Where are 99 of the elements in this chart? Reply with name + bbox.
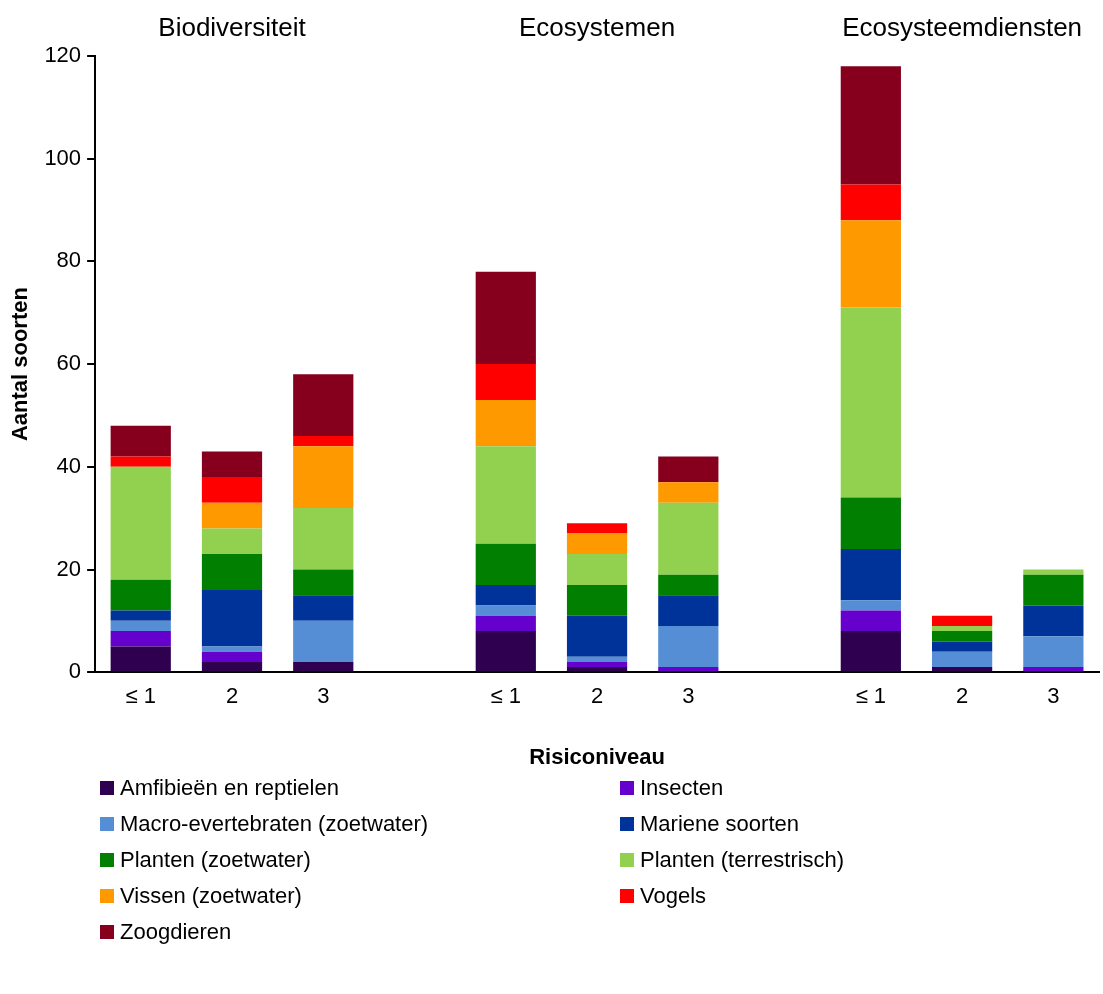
bar xyxy=(293,446,354,508)
bar xyxy=(110,620,171,632)
bar xyxy=(293,661,354,672)
bar xyxy=(110,466,171,580)
x-tick-label: ≤ 1 xyxy=(490,683,521,709)
bar xyxy=(475,584,536,606)
bar xyxy=(658,456,719,483)
y-tick-label: 20 xyxy=(56,555,82,581)
text: Ecosystemen xyxy=(519,12,676,43)
bar xyxy=(110,425,171,457)
bar xyxy=(566,554,628,585)
x-tick-label: 3 xyxy=(317,683,330,709)
bar xyxy=(1023,605,1084,637)
bar xyxy=(293,507,354,570)
bar xyxy=(110,456,171,467)
y-tick-label: 0 xyxy=(68,658,82,684)
bar xyxy=(931,651,993,668)
bar xyxy=(475,271,536,365)
x-tick-label: 2 xyxy=(955,683,969,709)
y-tick-label: 80 xyxy=(56,247,82,273)
bar xyxy=(840,631,901,672)
bar xyxy=(840,307,901,498)
bar xyxy=(566,533,628,555)
bar xyxy=(475,364,536,401)
bar xyxy=(931,625,993,632)
bar xyxy=(931,641,993,652)
bar xyxy=(201,590,263,647)
x-tick-label: 3 xyxy=(1047,683,1060,709)
bar xyxy=(475,605,536,616)
bar xyxy=(658,595,719,626)
bar xyxy=(1023,636,1084,668)
bar xyxy=(931,631,993,642)
bar xyxy=(1023,667,1084,672)
bar xyxy=(931,615,993,626)
bar xyxy=(201,477,263,503)
legend-label: Planten (terrestrisch) xyxy=(640,847,845,873)
legend-label: Macro-evertebraten (zoetwater) xyxy=(120,811,429,837)
legend-label: Zoogdieren xyxy=(120,919,232,945)
bar xyxy=(658,482,719,503)
bar xyxy=(566,667,628,672)
bar xyxy=(201,451,263,478)
y-axis-title: Aantal soorten xyxy=(7,287,33,442)
bar xyxy=(201,651,263,662)
bar xyxy=(658,625,719,668)
bar xyxy=(840,497,901,549)
bar xyxy=(293,569,354,596)
bar xyxy=(840,548,901,601)
legend-label: Vissen (zoetwater) xyxy=(120,883,302,909)
bar xyxy=(293,374,354,436)
text: Ecosysteemdiensten xyxy=(842,12,1083,43)
legend-label: Vogels xyxy=(640,883,707,909)
bar xyxy=(201,646,263,652)
text: Biodiversiteit xyxy=(158,12,307,43)
bar xyxy=(475,631,536,672)
bar xyxy=(931,667,993,672)
legend-label: Planten (zoetwater) xyxy=(120,847,311,873)
bar xyxy=(201,502,263,529)
bar xyxy=(658,574,719,596)
bar xyxy=(566,584,628,616)
bar xyxy=(293,595,354,621)
bar xyxy=(293,620,354,662)
bar xyxy=(840,184,901,221)
bar xyxy=(658,502,719,575)
bar xyxy=(840,220,901,308)
x-tick-label: ≤ 1 xyxy=(125,683,156,709)
bar xyxy=(658,667,719,672)
bar xyxy=(840,600,901,611)
bar xyxy=(110,610,171,621)
bar xyxy=(293,435,354,447)
bar xyxy=(201,554,263,591)
legend-label: Mariene soorten xyxy=(640,811,799,837)
bar xyxy=(110,579,171,611)
bar xyxy=(475,543,536,585)
bar xyxy=(475,615,536,632)
x-tick-label: ≤ 1 xyxy=(855,683,887,709)
y-tick-label: 100 xyxy=(44,144,82,170)
bar xyxy=(475,446,536,544)
x-tick-label: 3 xyxy=(682,683,695,709)
y-tick-label: 60 xyxy=(56,350,82,376)
y-tick-label: 120 xyxy=(44,42,82,68)
legend-label: Insecten xyxy=(640,775,724,801)
x-tick-label: 2 xyxy=(590,683,604,709)
bar xyxy=(201,661,263,672)
bar xyxy=(566,661,628,668)
bar xyxy=(1023,569,1084,575)
legend-label: Amfibieën en reptielen xyxy=(120,775,339,801)
bar xyxy=(110,631,171,647)
bar xyxy=(201,528,263,555)
y-tick-label: 40 xyxy=(56,452,82,478)
bar xyxy=(475,400,536,447)
x-axis-title: Risiconiveau xyxy=(529,743,665,769)
bar xyxy=(840,610,901,632)
bar xyxy=(566,523,628,534)
bar xyxy=(566,615,628,657)
bar xyxy=(840,66,901,185)
bar xyxy=(110,646,171,672)
bar xyxy=(1023,574,1084,606)
x-tick-label: 2 xyxy=(225,683,239,709)
bar xyxy=(566,656,628,662)
